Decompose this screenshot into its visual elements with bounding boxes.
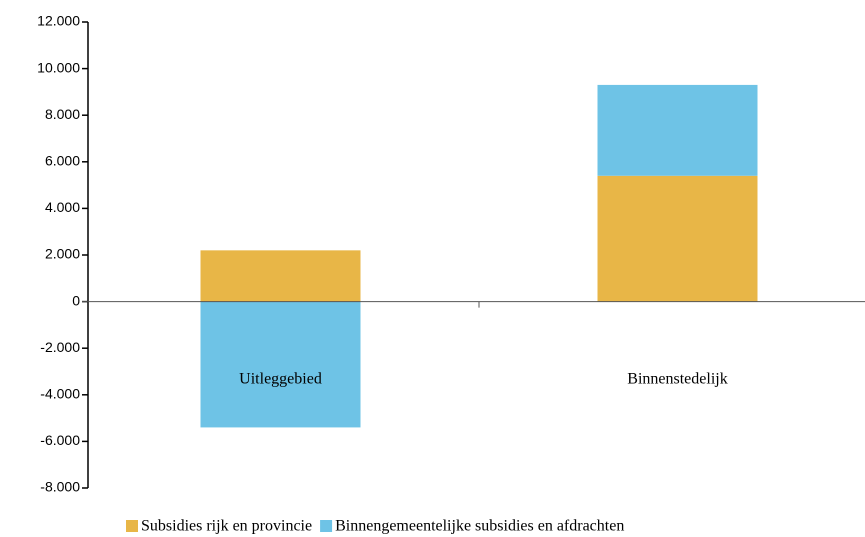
y-tick-label: -4.000 [40, 386, 80, 402]
y-tick-label: -6.000 [40, 432, 80, 448]
y-tick-label: 6.000 [45, 153, 80, 169]
legend-swatch [320, 520, 333, 532]
y-tick-label: 2.000 [45, 246, 80, 262]
x-tick-label: Binnenstedelijk [627, 371, 727, 388]
y-tick-label: 10.000 [37, 59, 80, 75]
y-tick-label: 4.000 [45, 199, 80, 215]
x-tick-label: Uitleggebied [239, 371, 322, 388]
legend-label: Subsidies rijk en provincie [141, 518, 312, 535]
bar-segment [200, 301, 361, 428]
y-tick-label: -8.000 [40, 479, 80, 495]
y-tick-label: 12.000 [37, 13, 80, 29]
legend-label: Binnengemeentelijke subsidies en afdrach… [335, 518, 624, 535]
bar-segment [200, 250, 361, 302]
y-tick-label: -2.000 [40, 339, 80, 355]
bar-segment [597, 84, 758, 176]
bar-segment [597, 175, 758, 302]
legend-swatch [126, 520, 138, 532]
y-tick-label: 0 [72, 292, 80, 308]
y-tick-label: 8.000 [45, 106, 80, 122]
